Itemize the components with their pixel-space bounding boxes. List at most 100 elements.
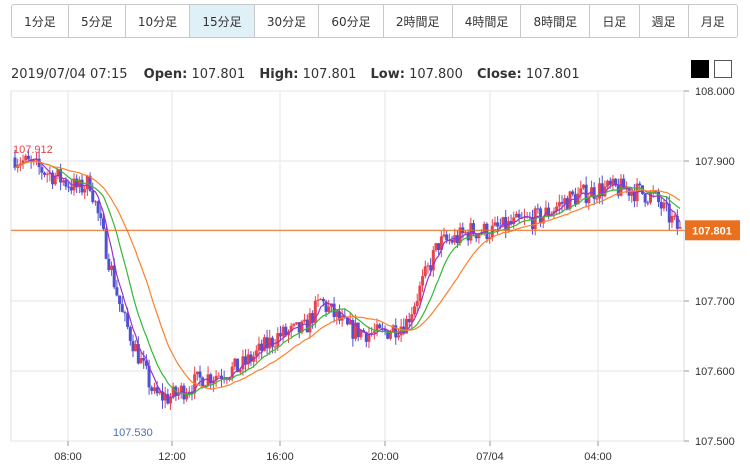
candle-body [493,222,497,226]
candle-body [308,313,312,333]
high-marker-label: 107.912 [13,144,53,156]
candle-body [531,217,535,230]
candle-body [99,213,103,219]
candle-body [421,276,425,286]
dark-theme-button[interactable] [691,60,709,78]
candle-body [348,320,352,325]
candle-body [241,356,245,370]
tab-3[interactable]: 15分足 [190,5,255,37]
candle-body [359,330,363,338]
candle-body [85,175,89,190]
candle-body [217,375,221,377]
candle-body [584,184,588,204]
candle-body [67,186,71,188]
tab-11[interactable]: 月足 [700,14,725,29]
candle-body [581,184,585,189]
candle-body [236,358,240,373]
tab-6[interactable]: 2時間足 [384,5,453,37]
candle-body [160,391,164,401]
candle-body [431,250,435,271]
candle-body [525,216,529,218]
candle-body [472,223,476,235]
candle-body [238,369,242,373]
light-theme-button[interactable] [714,60,732,78]
candle-body [321,298,325,302]
candle-body [396,335,400,338]
candle-body [214,375,218,381]
tab-5[interactable]: 60分足 [319,5,384,37]
candle-body [413,306,417,315]
candle-body [678,226,682,229]
candle-body [547,207,551,216]
candle-body [93,201,97,203]
candle-body [630,191,634,196]
tab-0[interactable]: 1分足 [12,5,69,37]
x-tick-label: 08:00 [54,451,82,463]
candle-body [69,186,73,191]
tab-7[interactable]: 4時間足 [453,5,522,37]
candle-body [257,343,261,351]
candle-body [91,190,95,202]
candle-body [657,191,661,203]
close-value: 107.801 [525,67,580,82]
tab-2[interactable]: 10分足 [126,5,191,37]
candle-body [643,193,647,203]
candle-body [485,223,489,239]
candle-body [56,169,60,177]
candle-body [346,317,349,325]
candle-body [587,197,591,204]
x-tick-label: 12:00 [158,451,186,463]
candle-body [418,285,422,302]
candle-body [295,322,299,324]
candle-body [496,222,500,227]
candle-body [654,191,658,193]
candle-body [45,174,49,176]
tab-10[interactable]: 週足 [640,5,689,37]
candle-body [203,385,207,388]
candle-body [144,360,148,366]
candle-body [185,394,189,400]
candle-body [163,394,167,401]
candle-body [372,331,376,333]
low-value: 107.800 [409,67,463,82]
candle-body [18,163,22,165]
candle-body [536,208,540,210]
candle-body [555,206,559,211]
candle-body [386,331,390,339]
candle-body [171,386,175,398]
candle-body [118,295,122,305]
candle-body [270,337,274,347]
open-value: 107.801 [191,67,246,82]
candle-body [563,198,567,204]
candle-body [410,314,414,323]
candle-body [614,178,618,186]
candle-body [646,202,650,204]
candle-body [96,201,100,214]
tab-1[interactable]: 5分足 [69,5,126,37]
candle-body [126,313,130,328]
candle-body [423,266,427,277]
candle-body [375,324,379,332]
candle-body [362,330,366,333]
candle-body [115,287,119,296]
candle-body [123,312,127,314]
candle-body [378,324,382,329]
tab-4[interactable]: 30分足 [255,5,320,37]
tab-9[interactable]: 日足 [590,5,640,37]
ohlc-readout: 2019/07/04 07:15 Open: 107.801 High: 107… [11,67,580,82]
candle-body [179,385,183,393]
candle-body [504,217,508,231]
tab-8[interactable]: 8時間足 [521,5,591,37]
candle-body [391,325,395,333]
candle-body [388,332,392,339]
candle-body [201,377,205,388]
candle-body [32,159,36,162]
y-tick-label: 107.600 [695,366,735,378]
y-tick-label: 107.900 [695,156,735,168]
candle-body [313,300,317,323]
candle-body [415,301,419,307]
candle-body [26,155,30,160]
candle-body [233,358,237,367]
candle-body [608,180,612,185]
